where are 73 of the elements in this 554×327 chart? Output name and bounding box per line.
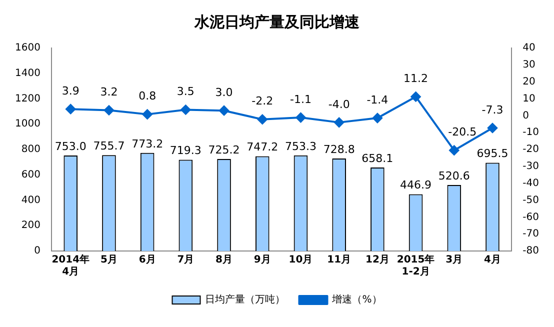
data-label: 446.9 bbox=[400, 178, 432, 192]
x-tick-label: 8月 bbox=[216, 254, 233, 266]
x-tick-label: 5月 bbox=[100, 254, 118, 266]
x-tick-label: 2014年 4月 bbox=[52, 254, 90, 278]
data-label: -20.5 bbox=[448, 126, 477, 139]
point bbox=[142, 109, 152, 120]
data-label: 753.0 bbox=[54, 140, 86, 153]
y2-tick-label: -70 bbox=[522, 228, 540, 240]
legend-label: 日均产量（万吨） bbox=[205, 294, 286, 306]
x-tick-label: 11月 bbox=[327, 254, 352, 266]
chart-title: 水泥日均产量及同比增速 bbox=[194, 12, 360, 31]
data-label: -2.2 bbox=[252, 94, 274, 108]
y2-tick-label: -80 bbox=[522, 246, 540, 257]
y2-tick-label: -60 bbox=[522, 212, 540, 223]
y2-tick-label: -30 bbox=[522, 161, 540, 172]
data-label: 695.5 bbox=[476, 147, 508, 160]
x-tick-label: 2015年 1-2月 bbox=[396, 254, 435, 278]
data-label: 11.2 bbox=[404, 72, 428, 86]
data-label: 3.9 bbox=[62, 84, 80, 98]
y-tick-label: 1400 bbox=[14, 68, 40, 79]
y2-tick-label: 40 bbox=[522, 42, 536, 54]
point bbox=[257, 114, 268, 124]
point bbox=[104, 105, 114, 116]
data-label: 520.6 bbox=[438, 169, 470, 182]
data-label: 747.2 bbox=[246, 140, 278, 154]
data-label: 3.5 bbox=[176, 85, 194, 98]
data-label: -7.3 bbox=[482, 103, 504, 116]
y2-tick-label: -20 bbox=[522, 144, 540, 156]
y2-tick-label: 10 bbox=[522, 93, 536, 104]
point bbox=[410, 92, 421, 102]
point bbox=[180, 104, 191, 115]
y-tick-label: 800 bbox=[21, 144, 40, 156]
data-label: 753.3 bbox=[284, 140, 316, 153]
y-tick-label: 600 bbox=[21, 169, 40, 180]
point bbox=[219, 106, 230, 116]
point bbox=[449, 145, 460, 156]
data-label: -4.0 bbox=[328, 98, 350, 111]
point bbox=[372, 113, 382, 124]
y-tick-label: 1600 bbox=[14, 42, 40, 54]
data-label: 725.2 bbox=[208, 143, 240, 156]
data-label: 728.8 bbox=[323, 142, 355, 156]
y2-tick-label: -40 bbox=[522, 178, 540, 189]
y-tick-label: 200 bbox=[21, 220, 40, 232]
data-label: -1.4 bbox=[366, 93, 388, 106]
y2-tick-label: 30 bbox=[522, 60, 536, 71]
point bbox=[334, 117, 344, 128]
x-tick-label: 3月 bbox=[446, 254, 463, 266]
data-label: 0.8 bbox=[138, 90, 156, 103]
y-tick-label: 400 bbox=[21, 194, 40, 206]
data-label: 3.2 bbox=[100, 86, 118, 99]
x-tick-label: 10月 bbox=[288, 254, 313, 266]
y-tick-label: 1000 bbox=[14, 118, 40, 130]
y2-tick-label: 20 bbox=[522, 76, 536, 88]
data-label: 658.1 bbox=[362, 152, 394, 165]
point bbox=[296, 112, 306, 123]
x-tick-label: 4月 bbox=[484, 254, 501, 266]
x-tick-label: 6月 bbox=[138, 254, 156, 266]
point bbox=[66, 104, 76, 114]
data-label: 773.2 bbox=[132, 137, 164, 150]
data-label: 719.3 bbox=[170, 144, 202, 158]
data-label: 755.7 bbox=[93, 139, 125, 152]
x-tick-label: 9月 bbox=[254, 254, 271, 266]
x-tick-label: 7月 bbox=[177, 254, 194, 266]
y2-tick-label: 0 bbox=[522, 110, 530, 122]
x-tick-label: 12月 bbox=[365, 254, 390, 266]
y2-tick-label: -10 bbox=[522, 127, 540, 138]
data-label: 3.0 bbox=[215, 86, 233, 99]
point bbox=[487, 123, 498, 134]
y-tick-label: 0 bbox=[34, 246, 40, 257]
y2-tick-label: -50 bbox=[522, 194, 540, 206]
data-label: -1.1 bbox=[290, 92, 312, 106]
y-tick-label: 1200 bbox=[14, 93, 40, 104]
legend-label: 增速（%） bbox=[331, 294, 382, 306]
